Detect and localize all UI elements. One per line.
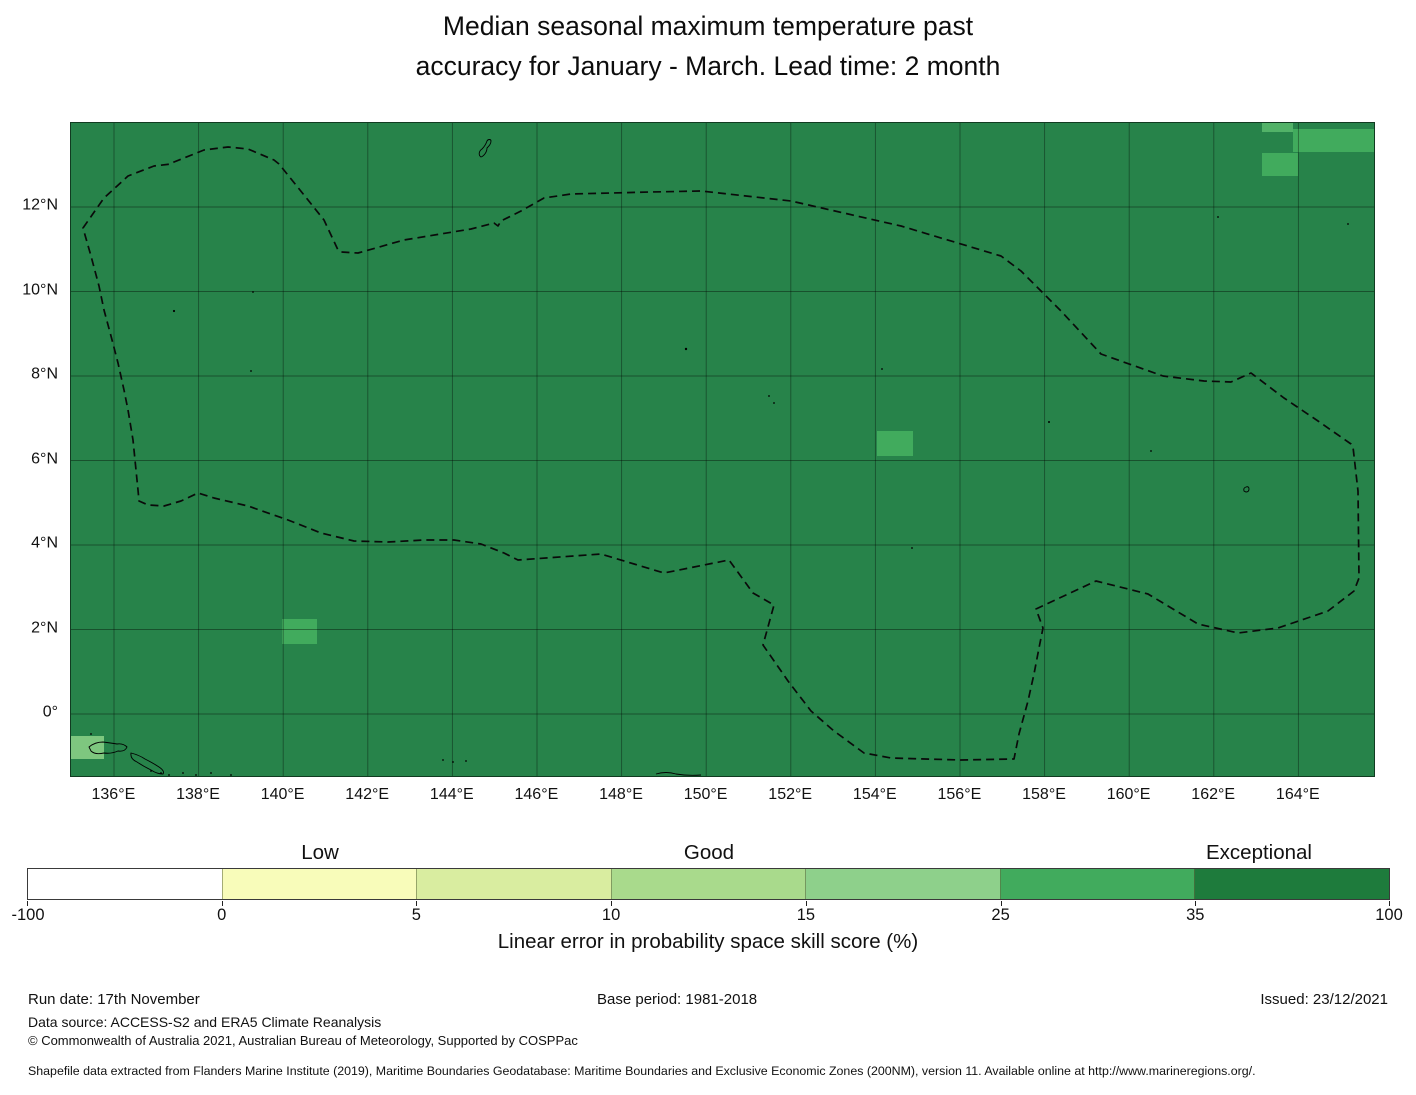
colorbar-tick xyxy=(1000,901,1002,906)
issued-date-text: Issued: 23/12/2021 xyxy=(1260,991,1388,1008)
colorbar-tick-label: 100 xyxy=(1375,906,1403,924)
x-tick-label: 138°E xyxy=(176,786,220,803)
colorbar-segment xyxy=(999,869,1195,899)
longitude-gridlines xyxy=(113,123,1299,776)
islet-specks xyxy=(90,216,1349,776)
eez-boundary-line xyxy=(82,146,1360,761)
colorbar-segment xyxy=(221,869,417,899)
skill-patch xyxy=(1293,129,1374,152)
x-tick-label: 160°E xyxy=(1106,786,1151,803)
colorbar-category-exceptional: Exceptional xyxy=(1206,841,1312,864)
map-plot-area xyxy=(70,122,1375,777)
colorbar-tick-label: 35 xyxy=(1186,906,1205,924)
y-tick-label: 6°N xyxy=(31,450,58,468)
colorbar-segment xyxy=(1194,869,1390,899)
x-tick-label: 158°E xyxy=(1022,786,1066,803)
colorbar-tick-label: 0 xyxy=(217,906,227,924)
colorbar-tick xyxy=(805,901,807,906)
x-tick-label: 164°E xyxy=(1275,786,1320,803)
colorbar-tick-label: 10 xyxy=(601,906,621,924)
skill-patch xyxy=(282,619,317,644)
y-tick-label: 8°N xyxy=(31,365,58,383)
colorbar-tick-label: 25 xyxy=(991,906,1010,924)
colorbar xyxy=(27,868,1390,900)
x-tick-label: 136°E xyxy=(91,786,136,803)
graticule xyxy=(71,123,1374,776)
colorbar-tick-label: 15 xyxy=(796,906,816,924)
x-tick-label: 148°E xyxy=(599,786,643,803)
guam-island-outline xyxy=(478,139,492,158)
new-ireland-outline xyxy=(130,752,164,775)
colorbar-tick xyxy=(221,901,223,906)
y-tick-label: 0° xyxy=(42,703,58,721)
skill-patch xyxy=(71,736,104,759)
island-outlines xyxy=(88,139,1349,776)
coastline-squiggle xyxy=(655,772,702,776)
y-tick-label: 2°N xyxy=(31,619,58,637)
colorbar-tick xyxy=(1195,901,1197,906)
colorbar-tick-label: 5 xyxy=(411,906,421,924)
manus-island-outline xyxy=(88,741,128,755)
colorbar-segment xyxy=(610,869,806,899)
colorbar-segment xyxy=(28,869,222,899)
chart-title-line2: accuracy for January - March. Lead time:… xyxy=(415,51,1001,81)
x-tick-label: 152°E xyxy=(768,786,813,803)
kosrae-island-outline xyxy=(1243,486,1250,493)
x-tick-label: 146°E xyxy=(514,786,559,803)
skill-patch xyxy=(1262,123,1293,132)
skill-patch xyxy=(877,431,913,456)
x-tick-label: 140°E xyxy=(260,786,305,803)
x-tick-label: 154°E xyxy=(852,786,897,803)
y-tick-label: 4°N xyxy=(31,534,58,552)
colorbar-segment xyxy=(416,869,611,899)
map-canvas xyxy=(71,123,1374,776)
colorbar-caption: Linear error in probability space skill … xyxy=(497,930,919,953)
colorbar-tick xyxy=(611,901,613,906)
colorbar-category-low: Low xyxy=(301,841,339,864)
latitude-gridlines xyxy=(71,206,1374,715)
x-tick-label: 144°E xyxy=(429,786,474,803)
y-tick-label: 10°N xyxy=(22,281,58,299)
colorbar-segment xyxy=(805,869,1000,899)
skill-patches xyxy=(71,123,1374,759)
x-tick-label: 150°E xyxy=(683,786,728,803)
run-date-text: Run date: 17th November xyxy=(28,991,200,1008)
data-source-text: Data source: ACCESS-S2 and ERA5 Climate … xyxy=(28,1014,382,1030)
x-tick-label: 162°E xyxy=(1191,786,1236,803)
chart-title: Median seasonal maximum temperature past… xyxy=(0,6,1416,86)
skill-patch xyxy=(1262,153,1298,176)
colorbar-category-good: Good xyxy=(683,841,735,864)
colorbar-tick xyxy=(27,901,28,906)
colorbar-tick-label: -100 xyxy=(11,906,45,924)
x-tick-label: 142°E xyxy=(345,786,390,803)
colorbar-tick xyxy=(416,901,418,906)
copyright-text: © Commonwealth of Australia 2021, Austra… xyxy=(28,1033,578,1048)
x-tick-label: 156°E xyxy=(937,786,982,803)
colorbar-tick xyxy=(1389,901,1390,906)
y-tick-label: 12°N xyxy=(22,196,58,214)
chart-title-line1: Median seasonal maximum temperature past xyxy=(442,11,974,41)
base-period-text: Base period: 1981-2018 xyxy=(597,991,758,1008)
shapefile-credit-text: Shapefile data extracted from Flanders M… xyxy=(28,1064,1256,1078)
